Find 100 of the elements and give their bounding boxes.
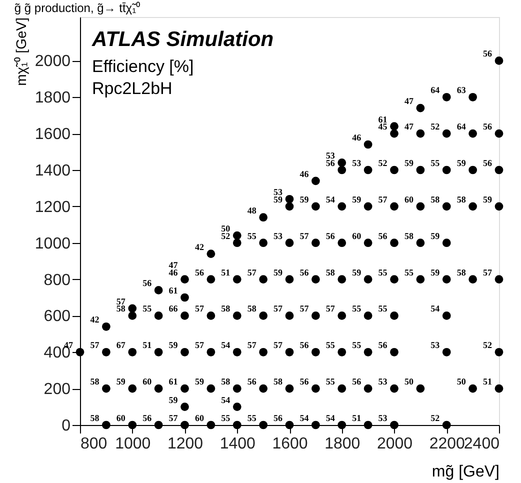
x-tick-label: 1400 bbox=[220, 436, 256, 452]
annotation: 53 bbox=[378, 376, 388, 387]
annotation: 53 bbox=[430, 340, 440, 350]
annotation: 47 bbox=[168, 260, 178, 270]
y-tick-label: 0 bbox=[62, 418, 71, 434]
annotation: 46 bbox=[352, 132, 362, 142]
annotation: 59 bbox=[352, 267, 362, 278]
annotation: 58 bbox=[90, 413, 100, 423]
annotation: Rpc2L2bH bbox=[92, 79, 172, 98]
annotation: 63 bbox=[456, 85, 466, 96]
annotation: 57 bbox=[300, 304, 310, 314]
y-tick-label: 1000 bbox=[34, 235, 71, 252]
annotation: 54 bbox=[326, 413, 336, 423]
annotation: 56 bbox=[378, 340, 388, 350]
annotation: 55 bbox=[378, 267, 388, 278]
y-tick-label: 1600 bbox=[34, 126, 71, 144]
y-tick-label: 600 bbox=[44, 308, 71, 326]
annotation: 55 bbox=[378, 304, 388, 314]
annotation: 55 bbox=[352, 340, 362, 350]
annotation: ATLAS Simulation bbox=[91, 28, 274, 51]
annotation: 56 bbox=[326, 230, 336, 241]
annotation: 59 bbox=[430, 230, 440, 241]
annotation: 56 bbox=[483, 122, 492, 132]
x-tick-label: 1200 bbox=[167, 436, 204, 452]
annotation: 42 bbox=[194, 242, 204, 252]
annotation: 56 bbox=[194, 267, 204, 278]
annotation: 58 bbox=[430, 194, 440, 204]
x-tick-label: 1000 bbox=[115, 436, 151, 452]
annotation: 51 bbox=[221, 267, 231, 278]
annotation: 57 bbox=[116, 296, 126, 306]
annotation: 56 bbox=[142, 278, 152, 288]
annotation: 56 bbox=[300, 376, 310, 387]
annotation: 58 bbox=[456, 194, 466, 204]
annotation: 52 bbox=[378, 158, 388, 168]
annotation: 59 bbox=[194, 376, 204, 387]
annotation: 56 bbox=[142, 413, 152, 423]
annotation: 56 bbox=[352, 376, 362, 387]
annotation: 55 bbox=[247, 413, 257, 423]
annotation: 55 bbox=[352, 304, 362, 314]
x-tick-label: 2200 bbox=[429, 436, 466, 452]
annotation: 58 bbox=[326, 267, 336, 278]
annotation: 57 bbox=[274, 340, 283, 350]
annotation: 54 bbox=[430, 304, 440, 314]
annotation: 59 bbox=[430, 267, 440, 278]
annotation: 56 bbox=[483, 158, 492, 168]
annotation: 59 bbox=[404, 158, 414, 168]
y-tick-label: 1200 bbox=[34, 198, 71, 216]
annotation: 61 bbox=[168, 376, 178, 387]
annotation: 57 bbox=[300, 230, 310, 241]
annotation: 60 bbox=[194, 413, 204, 423]
annotation: 59 bbox=[116, 376, 126, 387]
annotation: 59 bbox=[352, 194, 362, 204]
annotation: 57 bbox=[194, 304, 204, 314]
annotation: 61 bbox=[378, 114, 388, 124]
annotation: 59 bbox=[300, 194, 310, 204]
annotation: 54 bbox=[300, 413, 310, 423]
y-tick-label: 1400 bbox=[34, 162, 71, 180]
x-tick-label: 2000 bbox=[376, 436, 413, 452]
annotation: 57 bbox=[90, 340, 100, 350]
annotation: 51 bbox=[483, 376, 492, 387]
annotation: 55 bbox=[221, 413, 231, 423]
annotation: 58 bbox=[404, 230, 414, 241]
annotation: 59 bbox=[483, 194, 492, 204]
annotation: 46 bbox=[300, 168, 310, 179]
annotation: 64 bbox=[430, 85, 440, 96]
annotation: 59 bbox=[456, 158, 466, 168]
x-tick-label: 1600 bbox=[272, 436, 308, 452]
annotation: 64 bbox=[456, 122, 466, 132]
annotation: 57 bbox=[247, 340, 257, 350]
annotation: 53 bbox=[378, 413, 388, 423]
annotation: 58 bbox=[221, 376, 231, 387]
annotation: 45 bbox=[378, 122, 388, 132]
annotation: 60 bbox=[142, 376, 152, 387]
annotation: 56 bbox=[378, 230, 388, 241]
annotation: 57 bbox=[168, 413, 178, 423]
annotation: 67 bbox=[116, 340, 126, 350]
x-axis-title: mg̃ [GeV] bbox=[432, 464, 500, 480]
annotation: 47 bbox=[404, 122, 414, 132]
annotation: 52 bbox=[430, 122, 440, 132]
chart-title: g̃ g̃ production, g̃→ tt̄χ̃₁⁰ bbox=[14, 1, 140, 15]
annotation: 51 bbox=[352, 413, 362, 423]
annotation: 50 bbox=[404, 376, 414, 387]
annotation: 58 bbox=[90, 376, 100, 387]
annotation: 55 bbox=[326, 340, 336, 350]
annotation: 61 bbox=[168, 286, 178, 296]
y-axis-title: mχ̃₁⁰ [GeV] bbox=[12, 18, 29, 86]
annotation: 57 bbox=[378, 194, 388, 204]
x-tick-label: 2400 bbox=[464, 436, 500, 452]
annotation: 51 bbox=[142, 340, 152, 350]
annotation: 55 bbox=[326, 376, 336, 387]
annotation: 55 bbox=[142, 304, 152, 314]
annotation: 56 bbox=[247, 376, 257, 387]
annotation: 42 bbox=[90, 314, 100, 325]
annotation: 56 bbox=[300, 340, 310, 350]
annotation: 53 bbox=[326, 150, 336, 161]
y-tick-label: 2000 bbox=[34, 53, 71, 70]
annotation: 55 bbox=[404, 267, 414, 278]
y-tick-label: 200 bbox=[44, 381, 71, 398]
annotation: 59 bbox=[168, 340, 178, 350]
annotation: 55 bbox=[247, 230, 257, 241]
